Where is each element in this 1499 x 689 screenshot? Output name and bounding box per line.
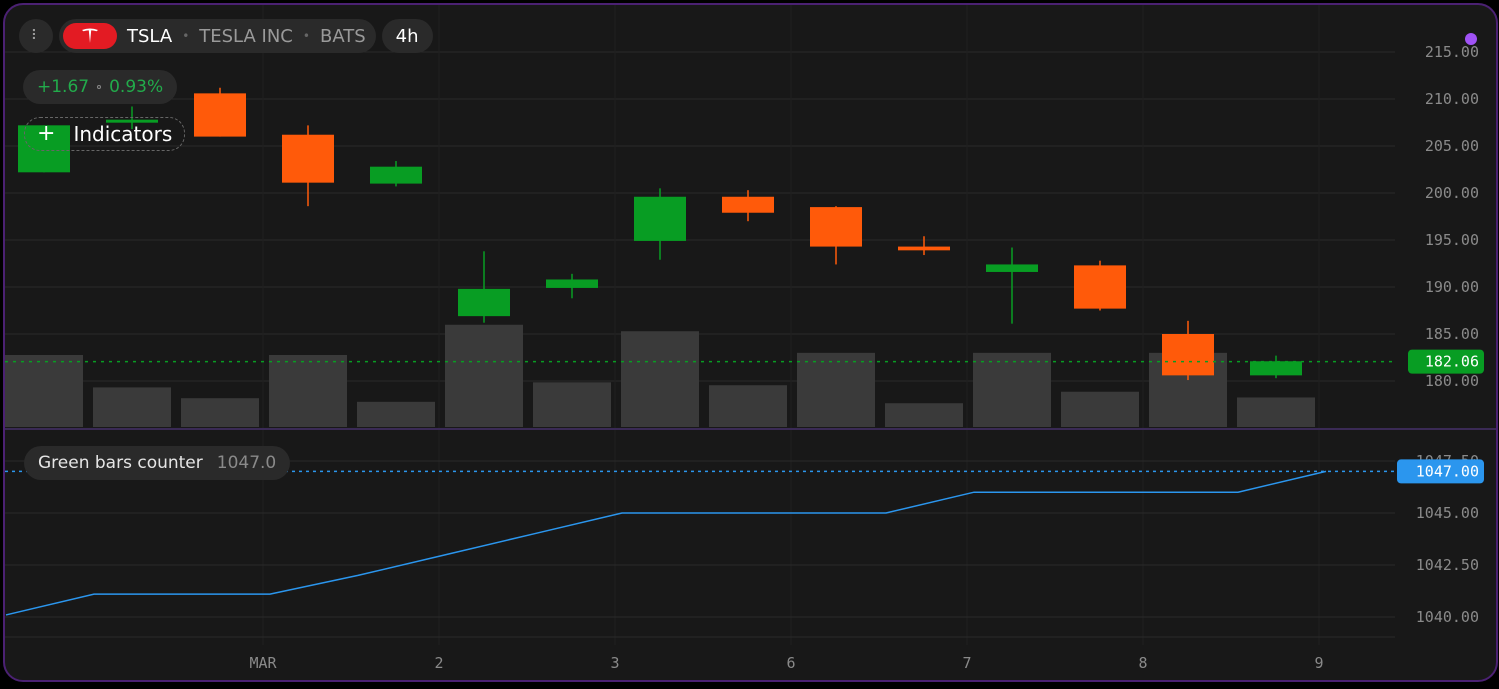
price-tick-label: 180.00 — [1425, 372, 1479, 390]
time-tick-label: MAR — [249, 654, 277, 672]
volume-bar — [93, 387, 171, 427]
candle-body — [282, 134, 334, 183]
volume-bar — [885, 403, 963, 427]
status-indicator — [1465, 33, 1477, 45]
interval-selector[interactable]: 4h — [381, 19, 433, 53]
price-tick-label: 185.00 — [1425, 325, 1479, 343]
study-tick-label: 1042.50 — [1416, 556, 1479, 574]
last-study-value-label: 1047.00 — [1416, 462, 1479, 480]
symbol-selector[interactable]: TSLA • TESLA INC • BATS — [59, 19, 376, 53]
volume-bar — [5, 355, 83, 427]
time-tick-label: 9 — [1314, 654, 1323, 672]
candle-body — [18, 125, 70, 173]
last-price-label: 182.06 — [1425, 353, 1479, 371]
volume-bar — [621, 331, 699, 427]
volume-bar — [269, 355, 347, 427]
candle-body — [458, 288, 510, 317]
price-tick-label: 215.00 — [1425, 43, 1479, 61]
symbol-toolbar: ⠇ TSLA • TESLA INC • BATS 4h — [19, 19, 433, 53]
price-tick-label: 195.00 — [1425, 231, 1479, 249]
plus-icon: + — [37, 121, 56, 146]
volume-bar — [797, 352, 875, 427]
drag-handle[interactable]: ⠇ — [19, 19, 53, 53]
volume-bar — [533, 382, 611, 427]
time-tick-label: 3 — [610, 654, 619, 672]
tesla-logo-icon — [63, 23, 117, 49]
symbol-ticker: TSLA — [127, 25, 173, 47]
separator-dot: • — [182, 29, 190, 43]
candle-body — [194, 93, 246, 137]
study-value: 1047.0 — [216, 453, 277, 473]
volume-bar — [1237, 397, 1315, 427]
last-study-value-badge — [1397, 459, 1484, 484]
chart-canvas[interactable]: 215.00 210.00 205.00 200.00 195.00 190.00 185.… — [5, 5, 1496, 680]
volume-bar — [973, 352, 1051, 427]
study-line — [5, 470, 1327, 616]
time-tick-label: 6 — [786, 654, 795, 672]
volume-bar — [1061, 391, 1139, 427]
time-tick-label: 8 — [1138, 654, 1147, 672]
candle-body — [898, 246, 950, 251]
candle-body — [370, 166, 422, 184]
candle-body — [810, 207, 862, 247]
price-tick-label: 210.00 — [1425, 90, 1479, 108]
price-tick-label: 200.00 — [1425, 184, 1479, 202]
candle-body — [634, 196, 686, 241]
grip-icon: ⠇ — [30, 28, 42, 44]
volume-bar — [181, 398, 259, 427]
candle-body — [1074, 265, 1126, 309]
study-tick-label: 1045.00 — [1416, 504, 1479, 522]
candle-body — [106, 119, 158, 123]
volume-bar — [357, 401, 435, 427]
price-change-badge: +1.67 0.93% — [23, 70, 178, 104]
time-tick-label: 7 — [962, 654, 971, 672]
company-name: TESLA INC — [199, 25, 293, 47]
separator-dot — [97, 85, 102, 89]
study-legend[interactable]: Green bars counter 1047.0 — [24, 446, 291, 480]
time-tick-label: 2 — [434, 654, 443, 672]
last-price-badge — [1408, 349, 1484, 374]
study-name: Green bars counter — [38, 453, 203, 473]
change-percent: 0.93% — [109, 77, 164, 97]
chart-widget: 215.00 210.00 205.00 200.00 195.00 190.00 185.… — [3, 3, 1498, 682]
candle-body — [1162, 334, 1214, 376]
price-tick-label: 205.00 — [1425, 137, 1479, 155]
separator-dot: • — [302, 29, 310, 43]
candle-body — [986, 264, 1038, 272]
candle-body — [1250, 361, 1302, 376]
volume-bar — [709, 385, 787, 427]
exchange-name: BATS — [319, 25, 366, 47]
price-tick-label: 190.00 — [1425, 278, 1479, 296]
study-tick-label: 1040.00 — [1416, 608, 1479, 626]
candle-body — [546, 279, 598, 288]
volume-bar — [445, 324, 523, 427]
candle-body — [722, 196, 774, 213]
add-indicators-button[interactable]: + Indicators — [24, 117, 186, 151]
change-value: +1.67 — [37, 77, 90, 97]
indicators-label: Indicators — [73, 122, 173, 146]
